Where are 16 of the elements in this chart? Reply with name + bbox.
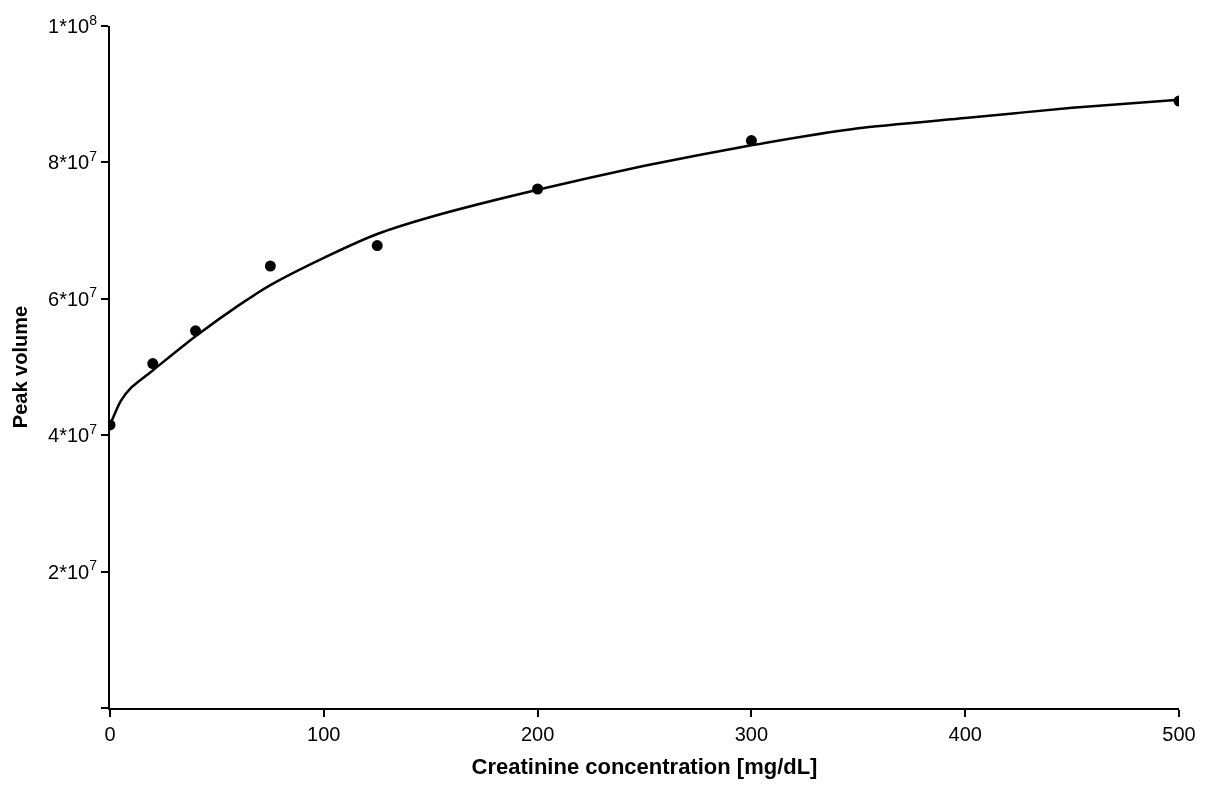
x-tick-label: 200 [520, 723, 555, 745]
x-tick-label: 300 [734, 723, 769, 745]
y-tick-label: 1*10$^{8}$ [48, 11, 98, 37]
x-tick-label: 400 [948, 723, 982, 745]
x-axis-title: Creatinine concentration [mg/dL] [471, 754, 818, 780]
point [264, 260, 276, 272]
point [147, 358, 159, 370]
y-axis-title: Peak volume [9, 305, 32, 429]
point [371, 240, 383, 252]
y-tick-label: 4*10$^{7}$ [48, 420, 98, 447]
y-tick-label: 6*10$^{7}$ [48, 284, 98, 310]
x-tick-label: 500 [1162, 723, 1196, 745]
y-tick-label: 2*10$^{7}$ [48, 557, 98, 583]
x-tick-label: 0 [104, 723, 116, 745]
y-tick-label: 8*10$^{7}$ [48, 148, 98, 174]
x-tick-label: 100 [307, 723, 341, 745]
